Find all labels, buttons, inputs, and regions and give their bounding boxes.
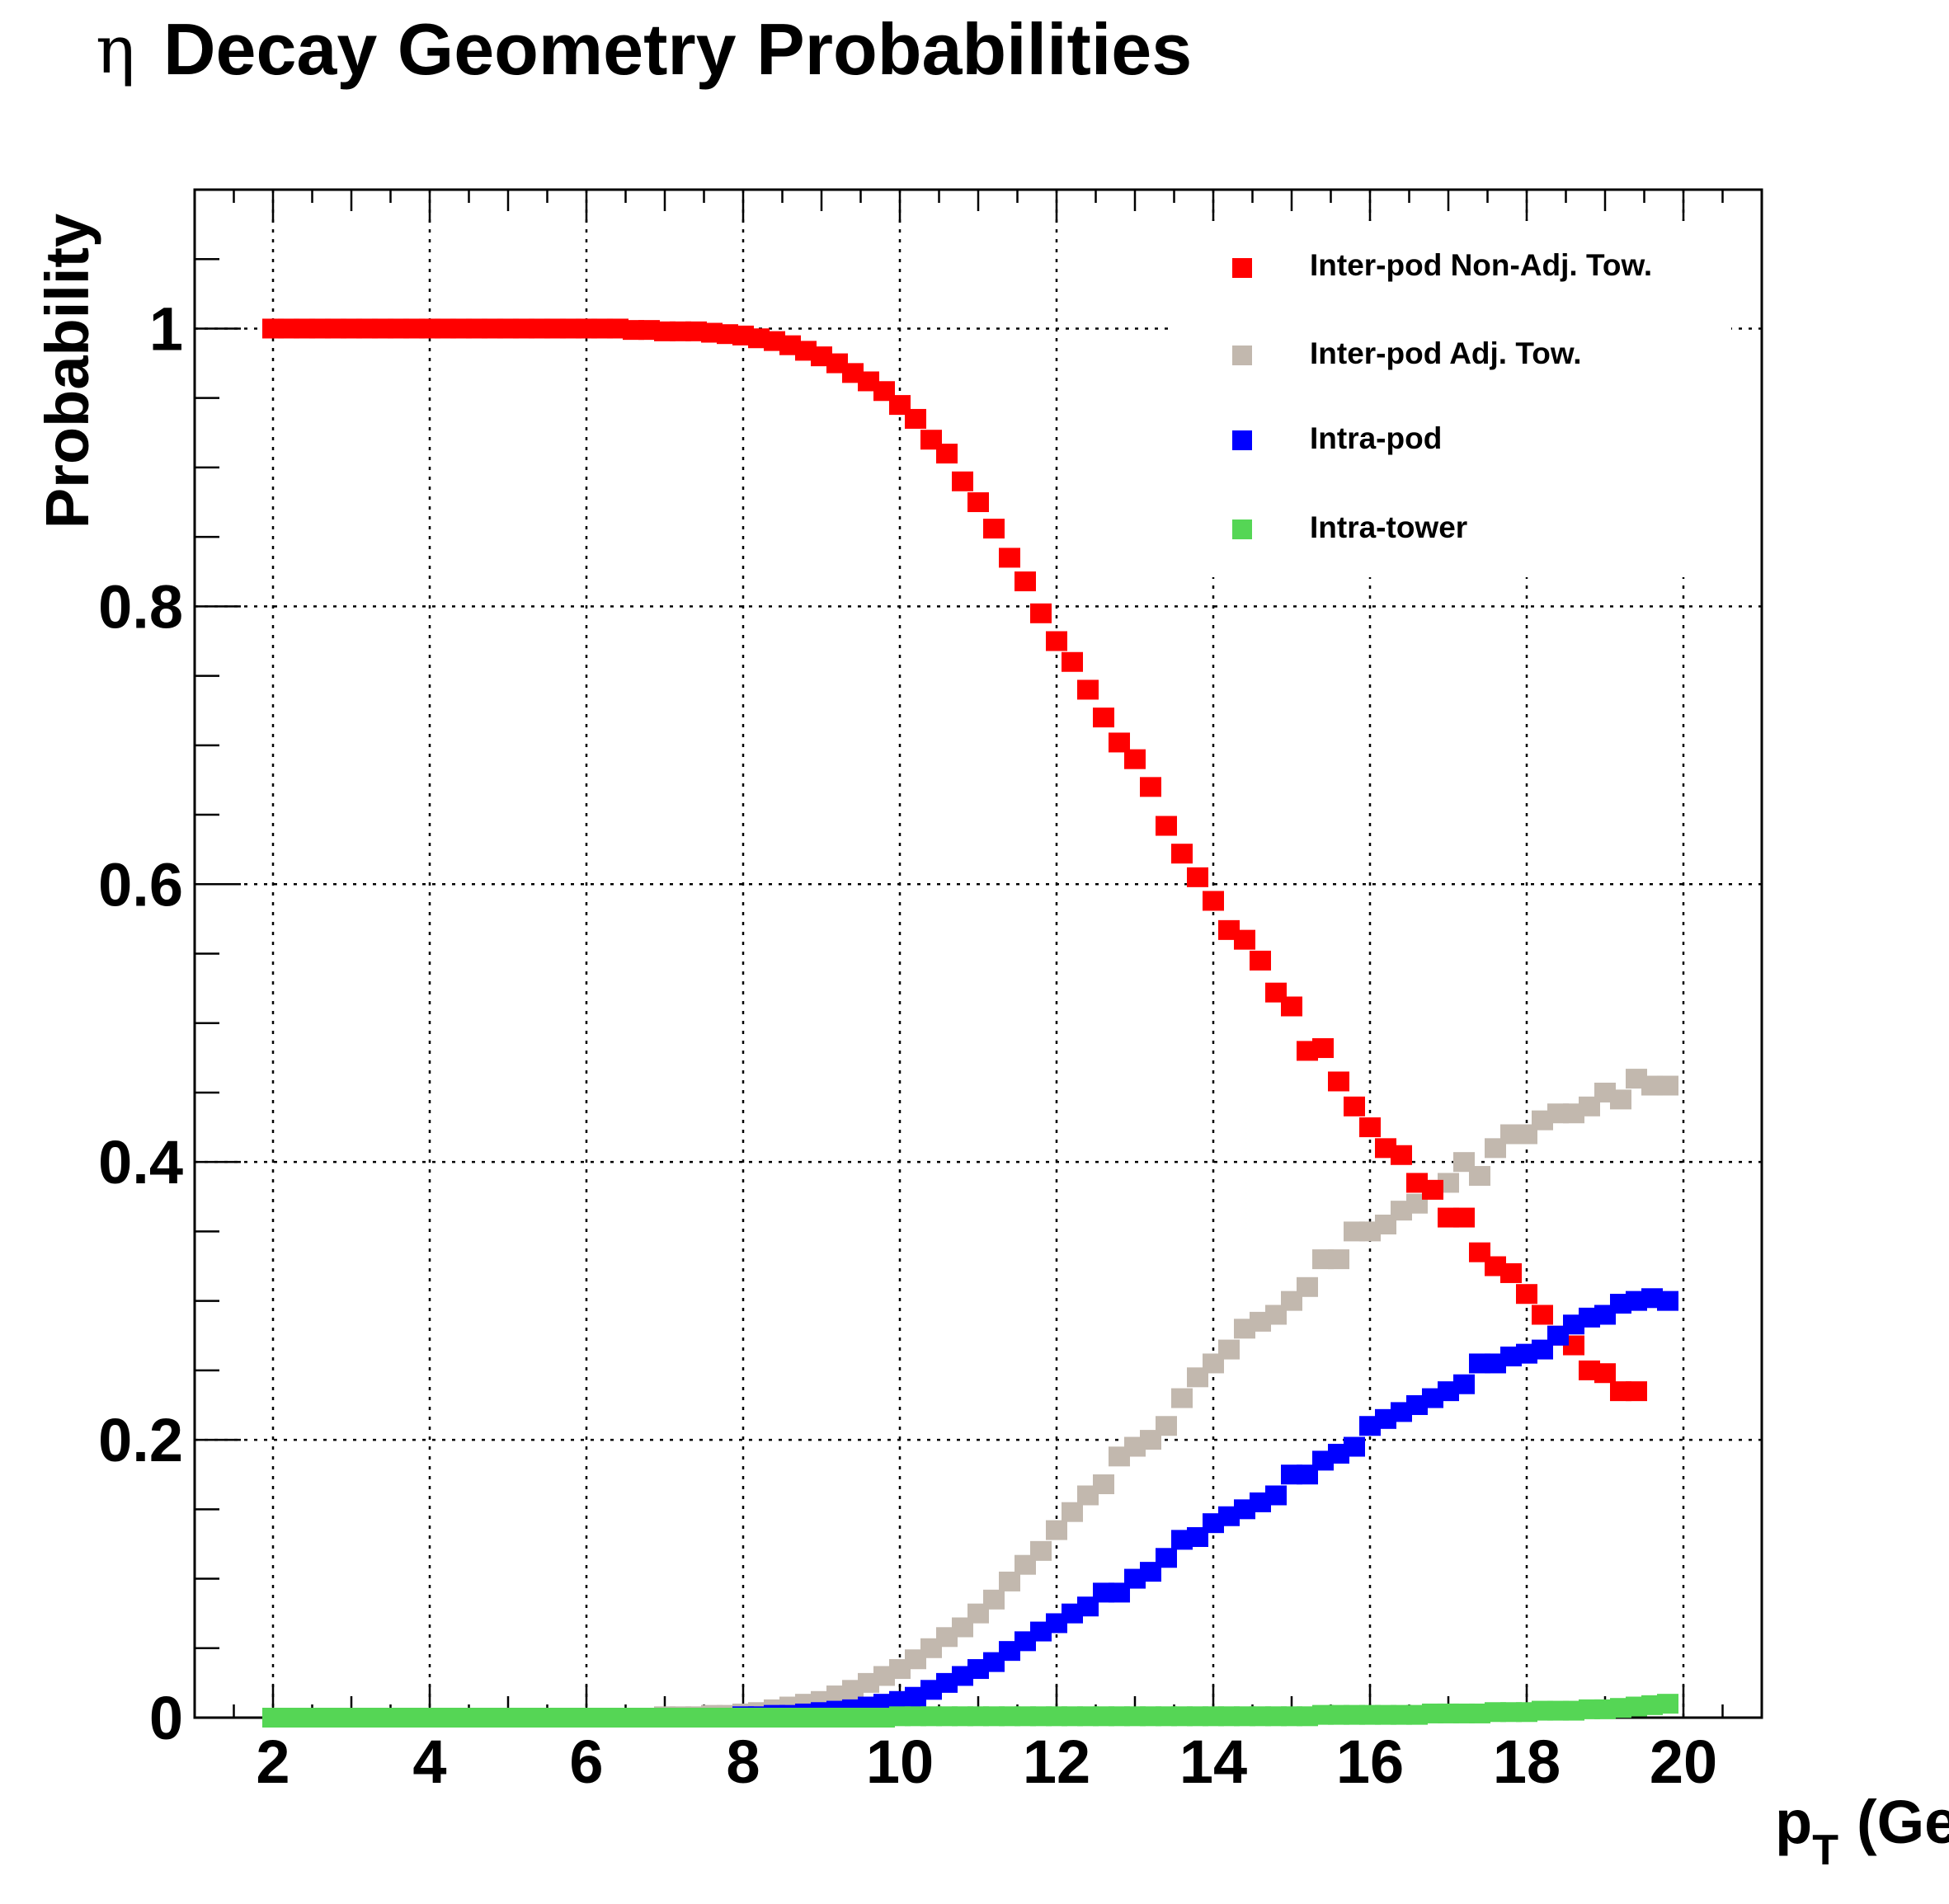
tick-labels: 2 4 6 8 10 12 14 16 18 20 0 0.2 0.4 0.6 0.8 1 [98, 294, 1717, 1796]
x-tick-label: 4 [412, 1728, 446, 1796]
legend-label-inter-pod-non-adj: Inter-pod Non-Adj. Tow. [1310, 248, 1652, 282]
series-intra-tower [262, 1694, 1678, 1728]
data-point [983, 519, 1005, 539]
data-point [1140, 777, 1161, 797]
data-point [905, 408, 926, 429]
y-tick-label: 0.8 [98, 572, 183, 641]
y-tick-label: 0.2 [98, 1406, 183, 1474]
data-point [1077, 679, 1099, 700]
x-tick-label: 8 [726, 1728, 760, 1796]
chart-title: Decay Geometry Probabilities [163, 8, 1192, 90]
data-point [983, 1589, 1005, 1610]
x-axis-label-suffix: (GeV/c) [1857, 1788, 1949, 1856]
x-tick-label: 18 [1493, 1728, 1561, 1796]
data-point [1328, 1071, 1349, 1092]
data-point [1344, 1096, 1365, 1117]
data-point [1093, 1474, 1114, 1494]
legend-marker-intra-tower [1232, 519, 1252, 539]
legend-marker-inter-pod-non-adj [1232, 258, 1252, 278]
data-point [1344, 1436, 1365, 1457]
data-point [1234, 929, 1255, 950]
y-tick-label: 0 [149, 1684, 183, 1752]
legend-label-inter-pod-adj: Inter-pod Adj. Tow. [1310, 336, 1582, 370]
data-point [1156, 816, 1177, 836]
x-axis-label-main: p [1775, 1788, 1812, 1856]
data-point [999, 1571, 1020, 1591]
data-point [1453, 1207, 1475, 1228]
x-axis-label-subscript: T [1812, 1826, 1838, 1874]
data-point [1265, 1485, 1287, 1506]
legend-label-intra-pod: Intra-pod [1310, 421, 1442, 455]
data-point [967, 492, 989, 513]
x-tick-label: 10 [866, 1728, 934, 1796]
legend-label-intra-tower: Intra-tower [1310, 510, 1467, 544]
series-inter-pod-non-adj-tow [262, 318, 1647, 1402]
y-axis-label: Probability [33, 214, 101, 529]
x-tick-label: 20 [1650, 1728, 1717, 1796]
data-point [1171, 1388, 1193, 1408]
data-point [1453, 1374, 1475, 1394]
data-point [1093, 708, 1114, 728]
data-point [1657, 1694, 1678, 1714]
data-point [952, 471, 973, 491]
data-point [1610, 1089, 1631, 1110]
data-point [1015, 571, 1036, 592]
data-point [1422, 1179, 1443, 1200]
data-point [1171, 844, 1193, 864]
x-tick-label: 16 [1336, 1728, 1404, 1796]
data-point [1046, 631, 1067, 651]
data-point [1312, 1038, 1334, 1059]
x-tick-label: 14 [1179, 1728, 1247, 1796]
legend-marker-inter-pod-adj [1232, 346, 1252, 365]
data-point [1657, 1075, 1678, 1096]
data-point [1626, 1381, 1647, 1402]
data-point [1109, 732, 1130, 753]
data-point [1156, 1548, 1177, 1568]
data-point [1062, 1502, 1083, 1522]
x-tick-label: 2 [256, 1728, 290, 1796]
data-point [1030, 603, 1052, 623]
x-tick-label: 12 [1023, 1728, 1090, 1796]
y-tick-label: 0.4 [98, 1128, 183, 1196]
data-point [1124, 749, 1146, 769]
data-point [1250, 950, 1271, 971]
data-point [1532, 1305, 1553, 1325]
data-point [1594, 1363, 1616, 1384]
data-point [1187, 867, 1208, 887]
chart-title-symbol: η [96, 12, 135, 88]
data-point [1156, 1416, 1177, 1436]
data-point [1203, 891, 1224, 911]
data-point [1297, 1276, 1318, 1297]
legend: Inter-pod Non-Adj. Tow. Inter-pod Adj. T… [1173, 221, 1731, 577]
data-point [1218, 1339, 1240, 1360]
data-point [1281, 996, 1302, 1017]
legend-box [1173, 221, 1731, 577]
x-tick-label: 6 [569, 1728, 603, 1796]
data-point [1657, 1290, 1678, 1311]
x-axis-label: pT (GeV/c) [1775, 1788, 1949, 1874]
data-point [1516, 1284, 1537, 1305]
data-point [1030, 1540, 1052, 1561]
data-point [1046, 1520, 1067, 1540]
data-series [262, 318, 1678, 1728]
data-point [1469, 1166, 1490, 1187]
data-point [1500, 1262, 1522, 1283]
legend-marker-intra-pod [1232, 430, 1252, 450]
y-tick-label: 1 [149, 294, 183, 363]
data-point [1328, 1249, 1349, 1270]
data-point [999, 548, 1020, 568]
data-point [936, 444, 958, 464]
data-point [1062, 651, 1083, 672]
y-tick-label: 0.6 [98, 850, 183, 919]
data-point [1391, 1145, 1412, 1165]
data-point [1359, 1117, 1381, 1138]
grid-lines [195, 190, 1762, 1718]
